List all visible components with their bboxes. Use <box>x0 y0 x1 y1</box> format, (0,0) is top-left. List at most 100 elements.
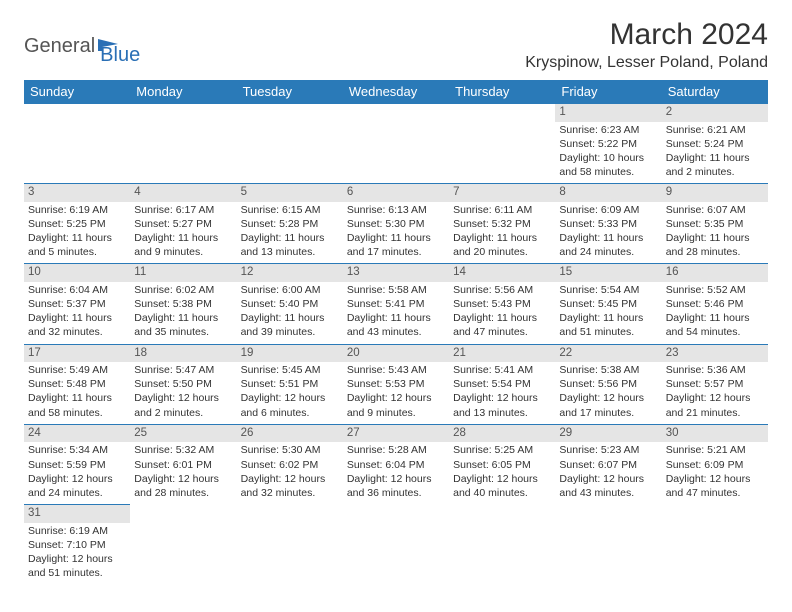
sunset: Sunset: 6:09 PM <box>666 458 764 472</box>
sunrise: Sunrise: 5:21 AM <box>666 443 764 457</box>
day-number-cell <box>343 104 449 122</box>
daylight-line1: Daylight: 12 hours <box>28 472 126 486</box>
sunrise: Sunrise: 6:19 AM <box>28 524 126 538</box>
col-friday: Friday <box>555 80 661 104</box>
daylight-line2: and 36 minutes. <box>347 486 445 500</box>
day-info-cell: Sunrise: 6:17 AMSunset: 5:27 PMDaylight:… <box>130 202 236 264</box>
sunset: Sunset: 5:25 PM <box>28 217 126 231</box>
sunset: Sunset: 5:32 PM <box>453 217 551 231</box>
logo-text-general: General <box>24 35 95 58</box>
sunset: Sunset: 6:02 PM <box>241 458 339 472</box>
daynum-row: 3456789 <box>24 184 768 202</box>
daylight-line2: and 58 minutes. <box>28 406 126 420</box>
page-title: March 2024 <box>525 18 768 52</box>
day-info-cell: Sunrise: 5:49 AMSunset: 5:48 PMDaylight:… <box>24 362 130 424</box>
daylight-line1: Daylight: 11 hours <box>453 231 551 245</box>
day-info-cell <box>130 122 236 184</box>
daylight-line1: Daylight: 12 hours <box>28 552 126 566</box>
sunset: Sunset: 5:56 PM <box>559 377 657 391</box>
sunrise: Sunrise: 5:25 AM <box>453 443 551 457</box>
sunrise: Sunrise: 5:30 AM <box>241 443 339 457</box>
daylight-line2: and 24 minutes. <box>559 245 657 259</box>
sunset: Sunset: 7:10 PM <box>28 538 126 552</box>
calendar-table: Sunday Monday Tuesday Wednesday Thursday… <box>24 80 768 584</box>
daylight-line2: and 17 minutes. <box>347 245 445 259</box>
day-info-cell <box>343 122 449 184</box>
day-number-cell: 10 <box>24 264 130 282</box>
sunset: Sunset: 5:35 PM <box>666 217 764 231</box>
sunset: Sunset: 5:30 PM <box>347 217 445 231</box>
daylight-line1: Daylight: 12 hours <box>241 391 339 405</box>
day-number-cell: 31 <box>24 505 130 523</box>
day-number-cell: 15 <box>555 264 661 282</box>
col-monday: Monday <box>130 80 236 104</box>
sunrise: Sunrise: 5:47 AM <box>134 363 232 377</box>
day-info-cell: Sunrise: 5:54 AMSunset: 5:45 PMDaylight:… <box>555 282 661 344</box>
day-info-cell: Sunrise: 6:15 AMSunset: 5:28 PMDaylight:… <box>237 202 343 264</box>
sunset: Sunset: 6:05 PM <box>453 458 551 472</box>
day-info-cell <box>449 523 555 585</box>
sunset: Sunset: 5:22 PM <box>559 137 657 151</box>
sunset: Sunset: 5:33 PM <box>559 217 657 231</box>
daylight-line2: and 2 minutes. <box>134 406 232 420</box>
daylight-line2: and 43 minutes. <box>347 325 445 339</box>
day-info-cell: Sunrise: 5:28 AMSunset: 6:04 PMDaylight:… <box>343 442 449 504</box>
daylight-line1: Daylight: 11 hours <box>666 151 764 165</box>
day-info-cell: Sunrise: 5:36 AMSunset: 5:57 PMDaylight:… <box>662 362 768 424</box>
day-info-cell: Sunrise: 5:32 AMSunset: 6:01 PMDaylight:… <box>130 442 236 504</box>
day-info-cell <box>449 122 555 184</box>
calendar-body: 12Sunrise: 6:23 AMSunset: 5:22 PMDayligh… <box>24 104 768 585</box>
sunset: Sunset: 6:04 PM <box>347 458 445 472</box>
day-number-cell <box>237 104 343 122</box>
daylight-line1: Daylight: 12 hours <box>134 472 232 486</box>
sunset: Sunset: 5:57 PM <box>666 377 764 391</box>
daylight-line1: Daylight: 11 hours <box>28 391 126 405</box>
day-number-cell: 5 <box>237 184 343 202</box>
col-tuesday: Tuesday <box>237 80 343 104</box>
sunrise: Sunrise: 5:38 AM <box>559 363 657 377</box>
sunrise: Sunrise: 5:49 AM <box>28 363 126 377</box>
day-info-cell: Sunrise: 6:00 AMSunset: 5:40 PMDaylight:… <box>237 282 343 344</box>
sunrise: Sunrise: 6:00 AM <box>241 283 339 297</box>
logo-text-blue: Blue <box>100 44 140 67</box>
daylight-line2: and 21 minutes. <box>666 406 764 420</box>
sunrise: Sunrise: 6:09 AM <box>559 203 657 217</box>
day-info-cell <box>662 523 768 585</box>
daylight-line1: Daylight: 12 hours <box>453 391 551 405</box>
day-number-cell <box>449 104 555 122</box>
daylight-line2: and 32 minutes. <box>28 325 126 339</box>
sunset: Sunset: 5:59 PM <box>28 458 126 472</box>
sunrise: Sunrise: 6:04 AM <box>28 283 126 297</box>
sunrise: Sunrise: 6:21 AM <box>666 123 764 137</box>
daylight-line2: and 39 minutes. <box>241 325 339 339</box>
day-info-cell <box>130 523 236 585</box>
day-number-cell: 22 <box>555 344 661 362</box>
daylight-line2: and 20 minutes. <box>453 245 551 259</box>
sunset: Sunset: 5:41 PM <box>347 297 445 311</box>
info-row: Sunrise: 6:04 AMSunset: 5:37 PMDaylight:… <box>24 282 768 344</box>
daylight-line1: Daylight: 11 hours <box>453 311 551 325</box>
day-number-cell <box>237 505 343 523</box>
day-number-cell: 20 <box>343 344 449 362</box>
daynum-row: 10111213141516 <box>24 264 768 282</box>
sunset: Sunset: 5:40 PM <box>241 297 339 311</box>
day-number-cell: 11 <box>130 264 236 282</box>
day-info-cell: Sunrise: 6:07 AMSunset: 5:35 PMDaylight:… <box>662 202 768 264</box>
daylight-line1: Daylight: 10 hours <box>559 151 657 165</box>
daylight-line2: and 51 minutes. <box>559 325 657 339</box>
daylight-line1: Daylight: 12 hours <box>241 472 339 486</box>
col-sunday: Sunday <box>24 80 130 104</box>
daylight-line1: Daylight: 11 hours <box>347 231 445 245</box>
day-number-cell: 24 <box>24 424 130 442</box>
day-number-cell <box>130 505 236 523</box>
day-info-cell: Sunrise: 5:47 AMSunset: 5:50 PMDaylight:… <box>130 362 236 424</box>
day-number-cell: 26 <box>237 424 343 442</box>
day-info-cell: Sunrise: 6:19 AMSunset: 7:10 PMDaylight:… <box>24 523 130 585</box>
sunrise: Sunrise: 5:34 AM <box>28 443 126 457</box>
day-number-cell: 2 <box>662 104 768 122</box>
day-info-cell: Sunrise: 5:21 AMSunset: 6:09 PMDaylight:… <box>662 442 768 504</box>
day-number-cell: 12 <box>237 264 343 282</box>
day-number-cell: 21 <box>449 344 555 362</box>
day-info-cell: Sunrise: 5:58 AMSunset: 5:41 PMDaylight:… <box>343 282 449 344</box>
sunrise: Sunrise: 6:17 AM <box>134 203 232 217</box>
